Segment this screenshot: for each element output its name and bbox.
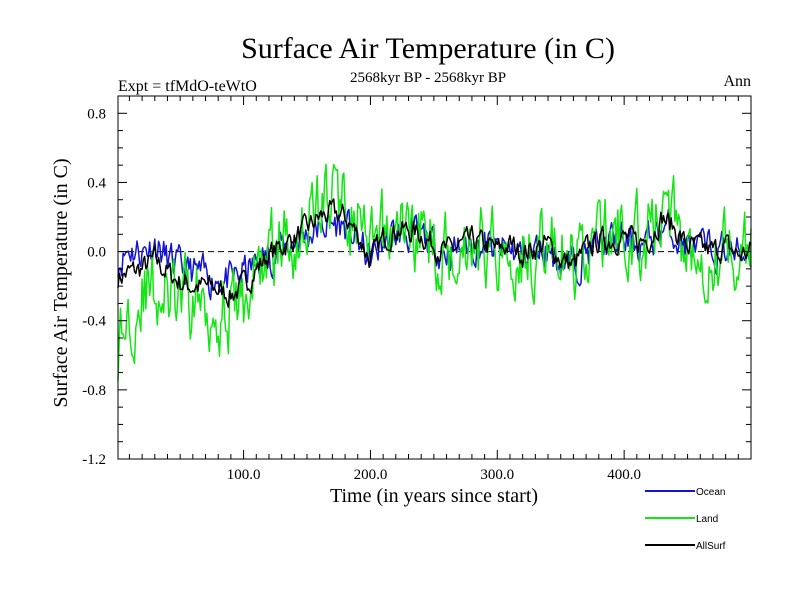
chart-title: Surface Air Temperature (in C) — [241, 32, 615, 65]
series-line-land — [117, 163, 752, 382]
x-axis-label: Time (in years since start) — [330, 485, 538, 507]
chart-subtitle: 2568kyr BP - 2568kyr BP — [350, 70, 506, 86]
y-tick-label: -0.8 — [82, 383, 106, 399]
y-tick-label: 0.4 — [87, 175, 106, 191]
legend-label-allsurf: AllSurf — [696, 541, 726, 552]
y-tick-label: 0.8 — [87, 106, 106, 122]
axes-layer: 100.0 200.0 300.0 400.0 0.8 0.4 0.0 -0.4 -0.8 -1.… — [82, 95, 752, 483]
y-tick-label: -1.2 — [82, 452, 106, 468]
y-tick-label: 0.0 — [87, 245, 106, 261]
x-tick-label: 100.0 — [227, 467, 261, 483]
y-tick-label: -0.4 — [82, 314, 106, 330]
plot-frame — [117, 95, 752, 460]
x-tick-label: 400.0 — [607, 467, 641, 483]
experiment-label: Expt = tfMdO-teWtO — [118, 78, 257, 95]
x-tick-label: 200.0 — [354, 467, 388, 483]
legend: Ocean Land AllSurf — [645, 487, 726, 552]
x-tick-label: 300.0 — [480, 467, 514, 483]
series-line-allsurf — [117, 198, 752, 309]
legend-label-land: Land — [696, 514, 718, 525]
series-layer — [117, 163, 752, 382]
legend-label-ocean: Ocean — [696, 487, 725, 498]
y-axis-label: Surface Air Temperature (in C) — [50, 158, 72, 407]
season-label: Ann — [723, 73, 751, 90]
